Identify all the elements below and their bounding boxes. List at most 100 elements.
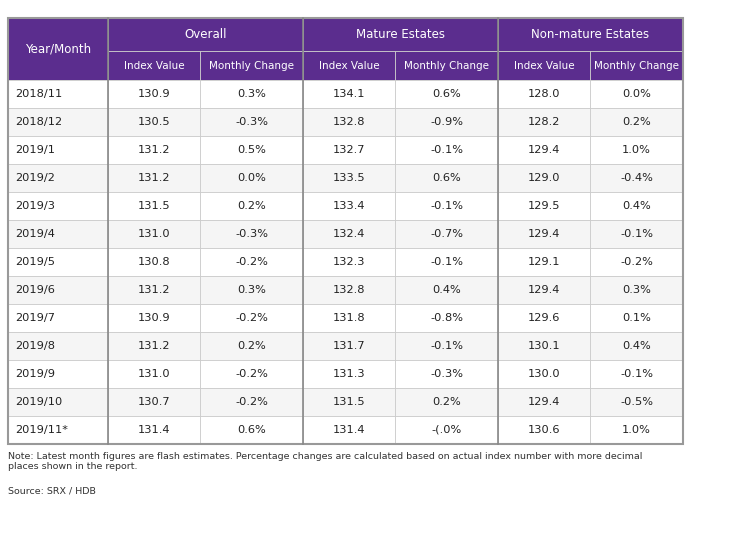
Bar <box>303 51 395 80</box>
Bar <box>108 51 200 80</box>
Bar <box>498 51 590 80</box>
Text: Note: Latest month figures are flash estimates. Percentage changes are calculate: Note: Latest month figures are flash est… <box>8 451 643 471</box>
Bar <box>395 332 498 360</box>
Bar <box>395 360 498 388</box>
Bar <box>200 248 303 276</box>
Bar <box>498 136 590 164</box>
Text: 0.3%: 0.3% <box>622 285 651 295</box>
Bar <box>200 304 303 332</box>
Bar <box>200 109 303 136</box>
Bar <box>498 304 590 332</box>
Bar <box>200 192 303 220</box>
Bar <box>395 360 498 388</box>
Bar <box>8 80 108 109</box>
Bar <box>200 220 303 248</box>
Text: 0.2%: 0.2% <box>237 201 266 211</box>
Bar <box>303 80 395 109</box>
Bar <box>303 220 395 248</box>
Text: -0.1%: -0.1% <box>430 145 464 155</box>
Bar <box>8 416 108 443</box>
Text: -(.0%: -(.0% <box>431 424 462 435</box>
Bar <box>303 248 395 276</box>
Text: 132.8: 132.8 <box>333 117 365 127</box>
Bar <box>498 248 590 276</box>
Text: 0.3%: 0.3% <box>237 89 266 99</box>
Text: 131.2: 131.2 <box>137 173 170 183</box>
Text: 132.7: 132.7 <box>333 145 365 155</box>
Text: -0.1%: -0.1% <box>620 229 653 239</box>
Text: -0.2%: -0.2% <box>235 369 268 379</box>
Bar <box>395 304 498 332</box>
Text: -0.3%: -0.3% <box>430 369 464 379</box>
Bar <box>590 192 682 220</box>
Bar <box>395 109 498 136</box>
Text: -0.1%: -0.1% <box>620 369 653 379</box>
Bar <box>108 220 200 248</box>
Bar <box>498 164 590 192</box>
Text: 131.8: 131.8 <box>333 313 365 323</box>
Text: -0.7%: -0.7% <box>430 229 464 239</box>
Bar <box>590 51 682 80</box>
Text: 133.5: 133.5 <box>333 173 365 183</box>
Bar <box>395 109 498 136</box>
Bar <box>200 164 303 192</box>
Text: 0.1%: 0.1% <box>622 313 651 323</box>
Bar <box>200 136 303 164</box>
Bar <box>395 51 498 80</box>
Text: 131.4: 131.4 <box>333 424 365 435</box>
Bar <box>8 80 108 109</box>
Bar <box>200 332 303 360</box>
Text: 129.5: 129.5 <box>528 201 560 211</box>
Text: 2019/7: 2019/7 <box>15 313 55 323</box>
Bar <box>303 276 395 304</box>
Text: 131.4: 131.4 <box>137 424 170 435</box>
Text: -0.2%: -0.2% <box>235 396 268 407</box>
Bar <box>590 416 682 443</box>
Text: 129.4: 129.4 <box>528 229 560 239</box>
Bar <box>395 248 498 276</box>
Bar <box>8 276 108 304</box>
Text: 129.4: 129.4 <box>528 396 560 407</box>
Bar <box>303 304 395 332</box>
Bar <box>395 416 498 443</box>
Bar <box>303 109 395 136</box>
Text: 2019/11*: 2019/11* <box>15 424 68 435</box>
Bar <box>200 51 303 80</box>
Bar <box>590 248 682 276</box>
Text: 130.7: 130.7 <box>137 396 170 407</box>
Bar <box>303 388 395 416</box>
Bar <box>395 388 498 416</box>
Text: 0.4%: 0.4% <box>622 201 651 211</box>
Bar <box>590 51 682 80</box>
Bar <box>590 192 682 220</box>
Bar <box>590 388 682 416</box>
Bar <box>303 416 395 443</box>
Bar <box>108 136 200 164</box>
Bar <box>108 332 200 360</box>
Text: 0.2%: 0.2% <box>237 341 266 351</box>
Bar <box>303 416 395 443</box>
Bar <box>108 192 200 220</box>
Text: 0.4%: 0.4% <box>432 285 461 295</box>
Bar <box>303 136 395 164</box>
Bar <box>303 192 395 220</box>
Text: 1.0%: 1.0% <box>622 145 651 155</box>
Text: 128.0: 128.0 <box>528 89 560 99</box>
Bar <box>498 17 682 51</box>
Text: 0.4%: 0.4% <box>622 341 651 351</box>
Text: -0.3%: -0.3% <box>235 229 268 239</box>
Text: 0.0%: 0.0% <box>237 173 266 183</box>
Bar <box>108 388 200 416</box>
Text: 0.2%: 0.2% <box>432 396 461 407</box>
Text: 128.2: 128.2 <box>528 117 560 127</box>
Bar <box>498 220 590 248</box>
Bar <box>108 276 200 304</box>
Bar <box>8 388 108 416</box>
Bar <box>303 360 395 388</box>
Text: 2019/2: 2019/2 <box>15 173 55 183</box>
Bar <box>395 192 498 220</box>
Bar <box>8 332 108 360</box>
Bar <box>303 388 395 416</box>
Bar <box>8 17 108 80</box>
Bar <box>303 248 395 276</box>
